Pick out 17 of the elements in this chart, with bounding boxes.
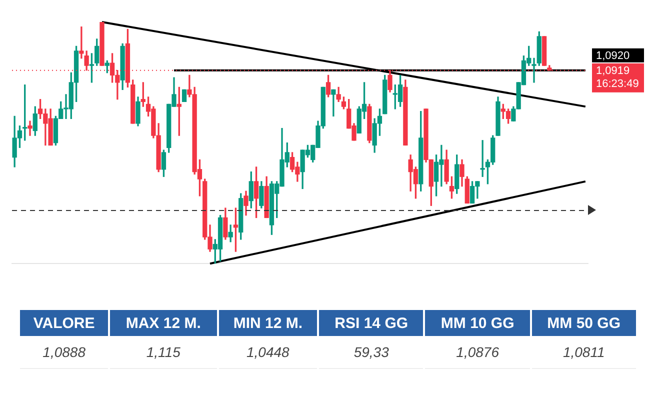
text: 1,0811 bbox=[562, 344, 605, 360]
text: 1,0876 bbox=[456, 344, 499, 360]
category-label: VALORE bbox=[20, 310, 108, 336]
candlestick bbox=[542, 36, 547, 66]
category-label: MAX 12 M. bbox=[110, 310, 217, 336]
text: 1,0888 bbox=[42, 344, 86, 360]
category-label: MM 10 GG bbox=[425, 310, 530, 336]
text: 1,0448 bbox=[246, 344, 290, 360]
category-label: RSI 14 GG bbox=[319, 310, 424, 336]
text: 16:23:49 bbox=[596, 78, 639, 90]
category-label: MIN 12 M. bbox=[218, 310, 318, 336]
candlestick bbox=[100, 22, 104, 66]
text: 59,33 bbox=[354, 344, 389, 360]
text: 1,115 bbox=[146, 344, 180, 360]
category-label: MM 50 GG bbox=[532, 310, 636, 336]
text: 1,0920 bbox=[596, 50, 630, 62]
text: 1,0919 bbox=[596, 64, 630, 77]
